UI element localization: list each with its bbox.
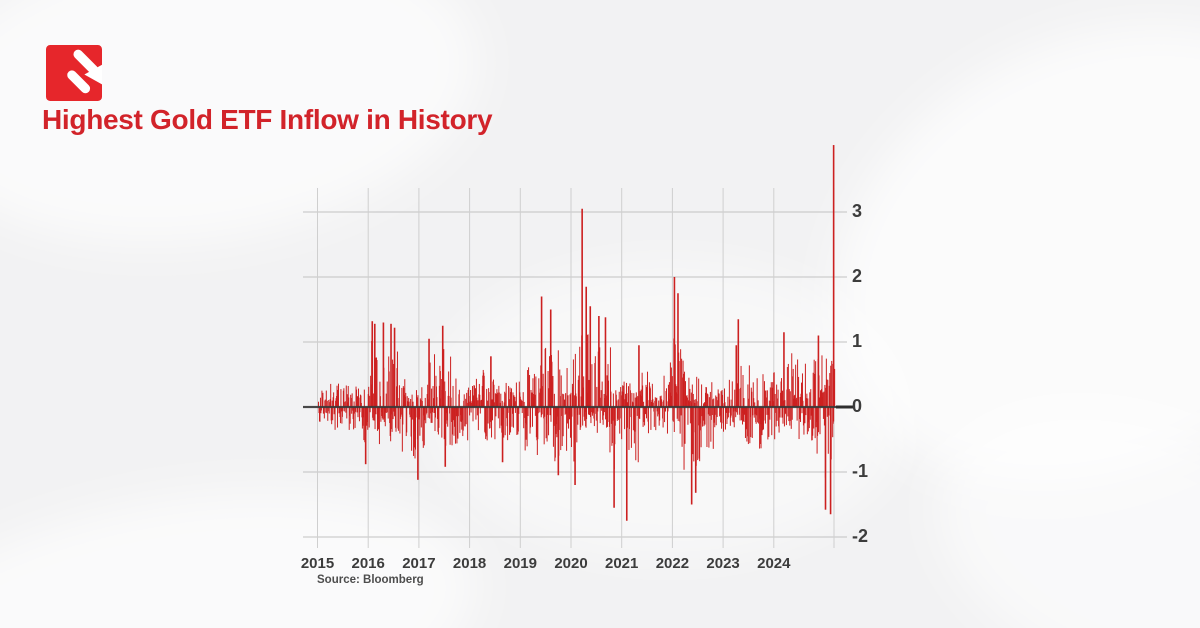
bars-group xyxy=(318,334,836,478)
notable-bar xyxy=(824,407,827,510)
gold-etf-flow-chart xyxy=(303,145,853,548)
page-title: Highest Gold ETF Inflow in History xyxy=(42,104,493,135)
notable-bar xyxy=(673,277,676,407)
notable-bar xyxy=(490,356,492,407)
notable-bar xyxy=(428,338,430,407)
brand-logo-icon xyxy=(46,45,102,101)
notable-bar xyxy=(581,208,583,407)
notable-bar xyxy=(364,407,367,465)
x-tick-label: 2016 xyxy=(351,555,385,572)
x-tick-label: 2015 xyxy=(300,555,335,572)
y-tick-label: 2 xyxy=(852,266,863,287)
notable-bar xyxy=(598,316,600,407)
notable-bar xyxy=(737,319,740,407)
notable-bar xyxy=(373,323,376,407)
notable-bar xyxy=(417,407,419,480)
notable-bar xyxy=(585,286,588,407)
source-label: Source: Bloomberg xyxy=(317,574,424,586)
notable-bar xyxy=(677,293,679,407)
notable-bar xyxy=(501,407,504,463)
notable-bar xyxy=(574,407,576,485)
notable-bar xyxy=(625,407,628,521)
notable-bar xyxy=(613,407,615,508)
notable-bar xyxy=(638,345,640,407)
notable-bar xyxy=(694,407,697,493)
notable-bar xyxy=(390,323,392,407)
notable-bars-group xyxy=(364,145,835,521)
y-tick-label: -1 xyxy=(852,461,869,482)
notable-bar xyxy=(441,325,444,407)
zero-line xyxy=(303,405,838,409)
notable-bar xyxy=(604,317,607,407)
notable-bar xyxy=(735,345,738,407)
notable-bar xyxy=(557,407,560,476)
x-tick-label: 2022 xyxy=(655,555,690,572)
x-tick-label: 2017 xyxy=(402,555,436,572)
x-tick-label: 2019 xyxy=(503,555,537,572)
notable-bar xyxy=(371,321,374,407)
notable-bar xyxy=(393,327,396,407)
record-spike-bar xyxy=(832,145,835,408)
y-tick-label: 1 xyxy=(852,331,863,352)
notable-bar xyxy=(817,335,820,407)
x-tick-label: 2024 xyxy=(757,555,791,572)
notable-bar xyxy=(382,322,385,407)
zero-line-right-tick xyxy=(836,405,853,409)
notable-bar xyxy=(829,407,832,515)
brand-logo xyxy=(46,45,102,101)
y-tick-label: -2 xyxy=(852,526,869,547)
notable-bar xyxy=(589,306,592,407)
y-tick-label: 0 xyxy=(852,396,863,417)
x-tick-label: 2023 xyxy=(706,555,740,572)
x-tick-label: 2020 xyxy=(554,555,588,572)
notable-bar xyxy=(444,407,447,467)
x-tick-label: 2018 xyxy=(452,555,487,572)
notable-bar xyxy=(549,309,552,407)
notable-bar xyxy=(540,296,543,407)
x-tick-label: 2021 xyxy=(605,555,639,572)
notable-bar xyxy=(783,332,785,407)
y-tick-label: 3 xyxy=(852,201,863,222)
notable-bar xyxy=(690,407,693,505)
